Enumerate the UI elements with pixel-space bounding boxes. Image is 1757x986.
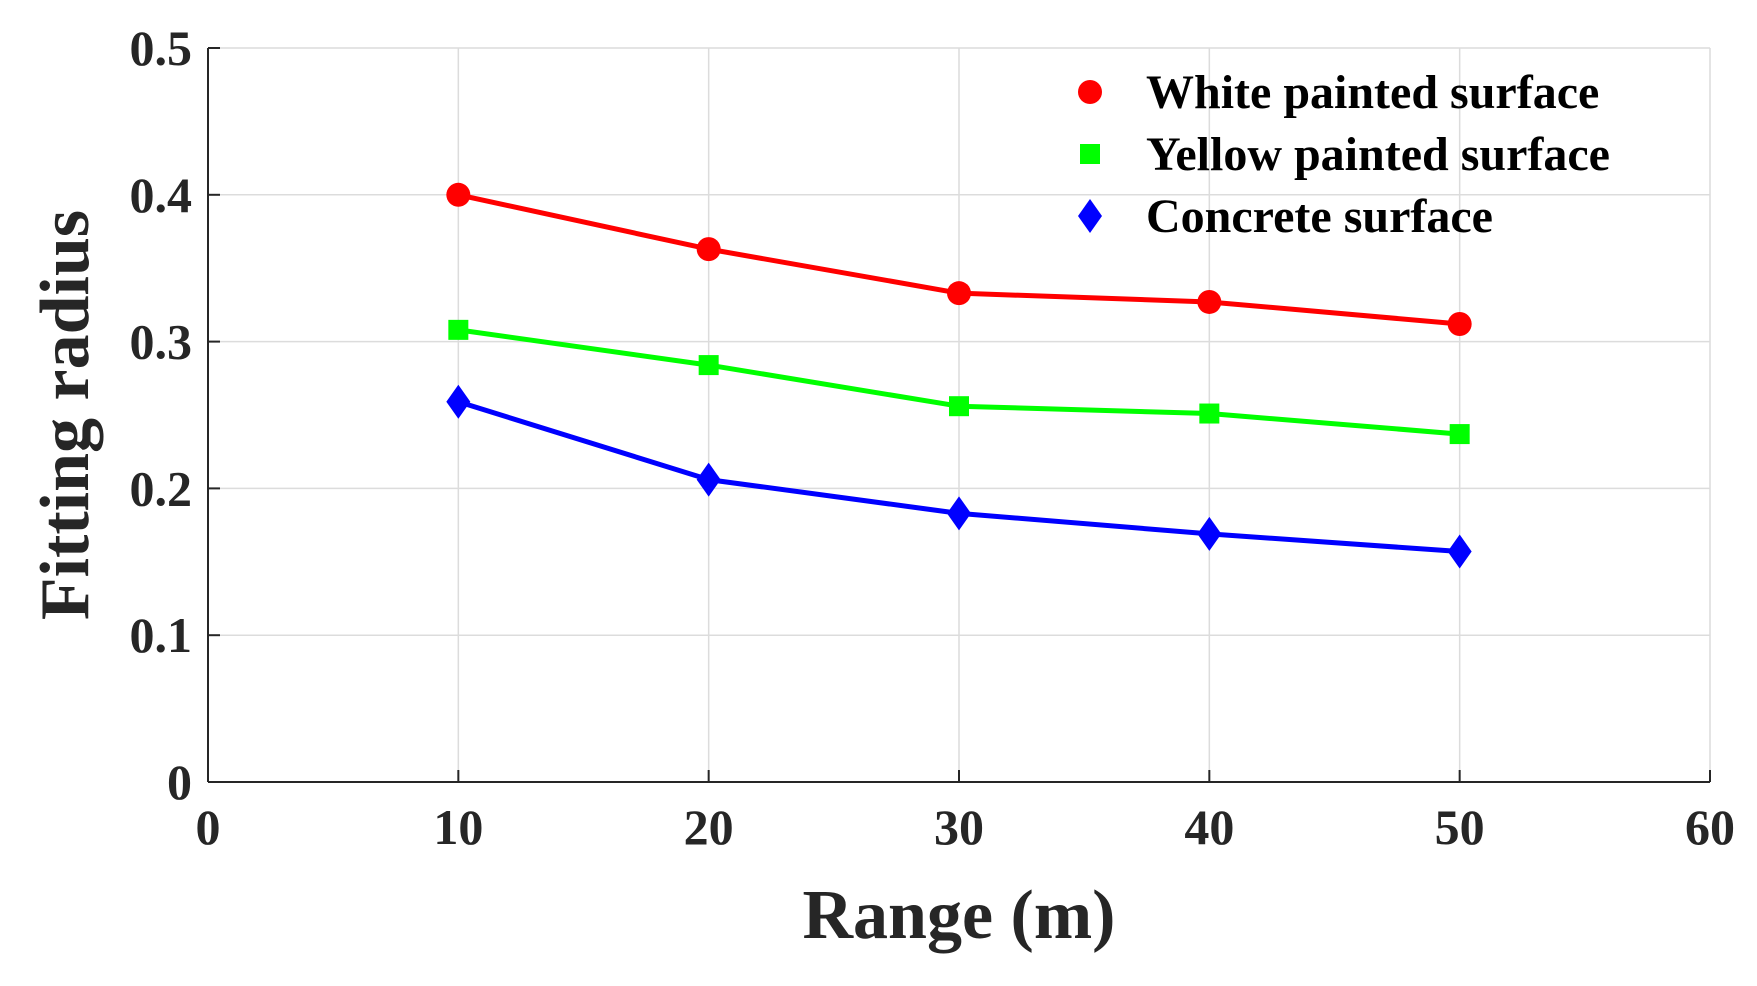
y-tick-label: 0.5 — [130, 20, 193, 76]
x-axis-label: Range (m) — [803, 877, 1116, 954]
data-point-white-painted-surface — [947, 281, 971, 306]
y-tick-label: 0.2 — [130, 460, 193, 516]
ticks: 0 10 20 30 40 50 60 0 0.1 0.2 0.3 0.4 0.5 — [130, 20, 1736, 855]
data-point-yellow-painted-surface — [1449, 424, 1470, 445]
grid — [208, 47, 1711, 782]
data-point-concrete-surface — [947, 496, 971, 531]
legend-marker-yellow-painted-surface — [1080, 144, 1100, 164]
data-point-white-painted-surface — [446, 182, 471, 207]
x-tick-label: 60 — [1685, 799, 1735, 855]
data-point-yellow-painted-surface — [448, 319, 469, 340]
data-point-concrete-surface — [696, 462, 721, 497]
y-tick-label: 0.1 — [130, 607, 193, 663]
y-tick-label: 0.3 — [130, 314, 193, 370]
data-point-yellow-painted-surface — [949, 396, 969, 417]
data-point-concrete-surface — [1197, 516, 1222, 551]
y-tick-label: 0.4 — [130, 167, 193, 223]
data-point-concrete-surface — [1447, 534, 1472, 569]
x-tick-label: 40 — [1184, 799, 1234, 855]
legend-label-concrete-surface: Concrete surface — [1146, 190, 1493, 243]
legend-marker-white-painted-surface — [1078, 80, 1102, 104]
legend: White painted surface Yellow painted surf… — [1078, 66, 1610, 243]
series — [446, 182, 1472, 569]
legend-marker-concrete-surface — [1078, 199, 1102, 233]
data-point-white-painted-surface — [696, 237, 721, 262]
data-point-white-painted-surface — [1447, 311, 1472, 336]
legend-label-yellow-painted-surface: Yellow painted surface — [1146, 128, 1610, 181]
y-axis-label: Fitting radius — [27, 210, 104, 620]
x-tick-label: 10 — [433, 799, 483, 855]
x-tick-label: 50 — [1435, 799, 1485, 855]
data-point-yellow-painted-surface — [1199, 403, 1220, 424]
x-tick-label: 20 — [684, 799, 734, 855]
data-point-yellow-painted-surface — [698, 355, 719, 376]
x-tick-label: 30 — [934, 799, 984, 855]
y-tick-label: 0 — [167, 754, 192, 810]
data-point-concrete-surface — [446, 384, 471, 419]
data-point-white-painted-surface — [1197, 289, 1222, 314]
x-tick-label: 0 — [196, 799, 221, 855]
legend-label-white-painted-surface: White painted surface — [1146, 66, 1599, 119]
